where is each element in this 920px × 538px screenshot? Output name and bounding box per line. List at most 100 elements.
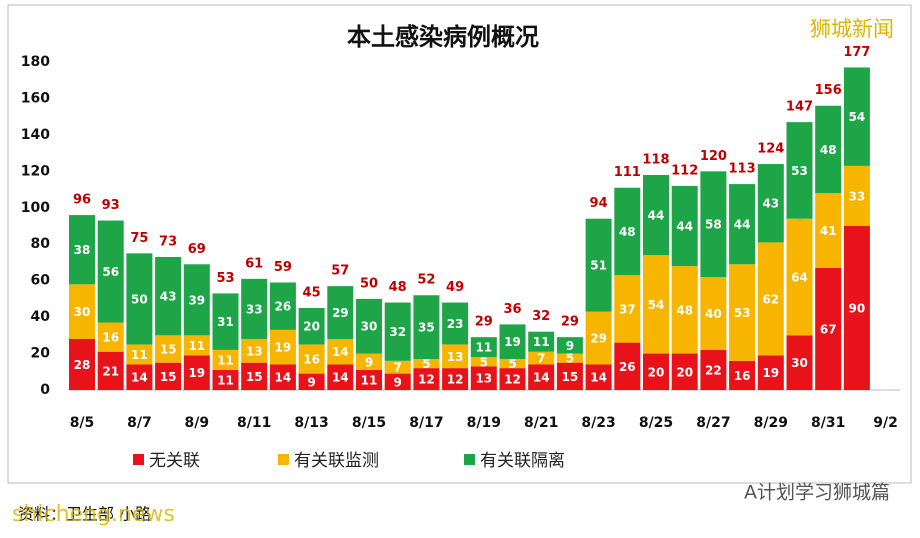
bar-segment <box>298 344 325 374</box>
bar-segment <box>356 353 382 370</box>
value-label: 48 <box>820 143 837 157</box>
value-label: 67 <box>820 322 837 336</box>
value-label: 13 <box>246 344 263 358</box>
bar-segment <box>126 253 153 345</box>
bar-segment <box>442 368 469 390</box>
value-label: 15 <box>160 343 177 357</box>
value-label: 53 <box>734 306 751 320</box>
bar-segment <box>212 349 239 370</box>
chart-title: 本土感染病例概况 <box>347 23 539 51</box>
y-tick-label: 120 <box>21 163 50 179</box>
value-label: 11 <box>217 353 234 367</box>
bar-segment <box>614 187 641 276</box>
bar-segment <box>729 184 756 265</box>
x-tick-label: 8/29 <box>754 415 788 431</box>
value-label: 13 <box>475 372 492 386</box>
x-tick-label: 8/15 <box>352 415 386 431</box>
total-label: 94 <box>590 196 608 211</box>
bar-segment <box>183 264 210 336</box>
value-label: 14 <box>533 371 550 385</box>
bar-segment <box>528 364 555 390</box>
source: 资料：卫生部 小路 <box>18 505 151 524</box>
bar-segment <box>97 351 124 390</box>
value-label: 12 <box>447 373 464 387</box>
value-label: 28 <box>74 358 91 372</box>
total-label: 93 <box>102 198 120 213</box>
bar-segment <box>413 295 440 360</box>
value-label: 13 <box>447 350 464 364</box>
value-label: 40 <box>705 307 722 321</box>
bar-segment <box>700 277 727 350</box>
bar-segment <box>470 366 497 390</box>
value-label: 7 <box>537 352 545 366</box>
value-label: 19 <box>275 341 292 355</box>
bar-segment <box>384 360 411 374</box>
bar-segment <box>470 357 497 367</box>
bar-segment <box>671 185 698 267</box>
bar-segment <box>327 286 354 339</box>
bar-segment <box>155 335 182 363</box>
value-label: 14 <box>590 371 607 385</box>
x-tick-label: 8/25 <box>639 415 673 431</box>
total-label: 69 <box>188 242 206 257</box>
bar-segment <box>757 355 784 390</box>
bar-segment <box>815 105 842 194</box>
bar-segment <box>843 226 870 390</box>
value-label: 5 <box>480 355 488 369</box>
value-label: 11 <box>533 335 550 349</box>
value-label: 33 <box>849 189 866 203</box>
legend-label: 无关联 <box>149 451 200 471</box>
bar-segment <box>126 344 153 365</box>
value-label: 48 <box>676 303 693 317</box>
y-tick-label: 140 <box>21 127 50 143</box>
bar-segment <box>786 335 813 390</box>
value-label: 53 <box>791 164 808 178</box>
bar-segment <box>815 267 842 390</box>
value-label: 16 <box>734 369 751 383</box>
value-label: 5 <box>508 357 516 371</box>
bar-segment <box>183 355 210 390</box>
value-label: 32 <box>389 325 406 339</box>
bar-segment <box>643 255 669 354</box>
bar-segment <box>470 337 497 358</box>
legend-swatch <box>278 454 289 465</box>
total-label: 120 <box>700 149 727 164</box>
bar-segment <box>757 242 784 356</box>
bar-segment <box>384 373 411 390</box>
value-label: 23 <box>447 317 464 331</box>
bar-segment <box>97 220 124 323</box>
value-label: 41 <box>820 224 837 238</box>
value-label: 9 <box>394 375 402 389</box>
bar-segment <box>155 256 182 336</box>
value-label: 48 <box>619 225 636 239</box>
bar-segment <box>97 322 124 352</box>
bar-segment <box>241 362 268 390</box>
value-label: 30 <box>791 356 808 370</box>
bar-segment <box>413 368 440 390</box>
bar-segment <box>843 67 870 166</box>
value-label: 20 <box>648 365 665 379</box>
value-label: 37 <box>619 302 636 316</box>
total-label: 73 <box>159 234 177 249</box>
y-tick-label: 80 <box>31 236 51 252</box>
bar-segment <box>786 122 813 219</box>
value-label: 44 <box>676 220 693 234</box>
bar-segment <box>126 364 153 390</box>
total-label: 53 <box>216 271 234 286</box>
x-tick-label: 8/27 <box>696 415 730 431</box>
bar-segment <box>700 349 727 390</box>
value-label: 19 <box>762 366 779 380</box>
y-tick-label: 0 <box>40 382 50 398</box>
bar-segment <box>643 174 669 256</box>
value-label: 43 <box>160 290 177 304</box>
bar-segment <box>298 373 325 390</box>
y-tick-label: 160 <box>21 90 50 106</box>
bar-segment <box>298 308 325 345</box>
value-label: 20 <box>676 365 693 379</box>
value-label: 90 <box>849 302 866 316</box>
value-label: 15 <box>562 370 579 384</box>
bar-segment <box>556 362 583 390</box>
total-label: 96 <box>73 193 91 208</box>
value-label: 30 <box>361 320 378 334</box>
